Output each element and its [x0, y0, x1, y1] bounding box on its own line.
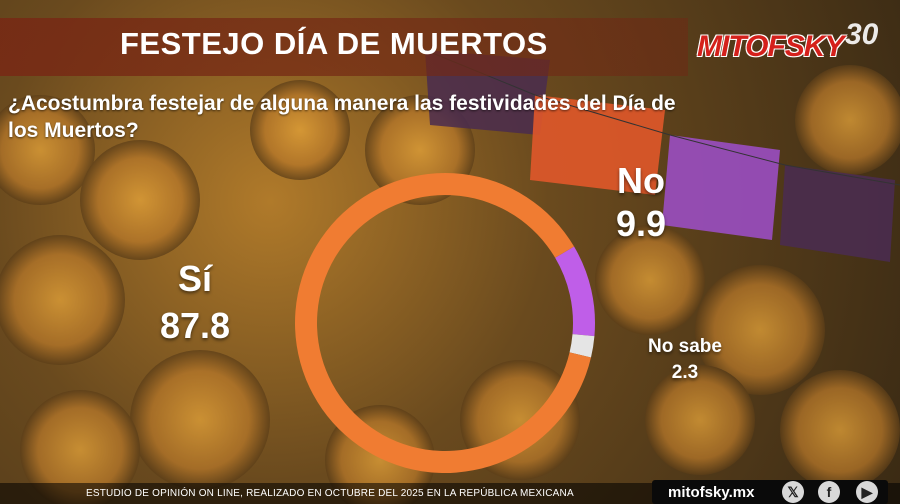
brand-logo: MITOFSKY [697, 30, 844, 63]
youtube-icon[interactable]: ▶ [856, 481, 878, 503]
facebook-icon[interactable]: f [818, 481, 840, 503]
slice-value-si: 87.8 [159, 305, 231, 346]
slice-label-si: Sí [177, 258, 212, 299]
slice-label-no: No [617, 160, 665, 201]
social-box [652, 480, 888, 504]
slice-no [555, 246, 595, 337]
page-title: FESTEJO DÍA DE MUERTOS [120, 26, 548, 61]
x-icon[interactable]: 𝕏 [782, 481, 804, 503]
slice-label-no-sabe: No sabe [648, 336, 722, 357]
footer-note: ESTUDIO DE OPINIÓN ON LINE, REALIZADO EN… [86, 488, 574, 499]
website-link[interactable]: mitofsky.mx [668, 484, 755, 501]
title-bar [0, 18, 688, 76]
slice-value-no: 9.9 [615, 203, 667, 244]
slice-value-no-sabe: 2.3 [671, 362, 699, 383]
survey-question: ¿Acostumbra festejar de alguna manera la… [8, 92, 676, 142]
anniversary-badge: 30 [845, 18, 879, 51]
slice-no-sabe [569, 334, 595, 358]
slice-si [295, 173, 591, 474]
